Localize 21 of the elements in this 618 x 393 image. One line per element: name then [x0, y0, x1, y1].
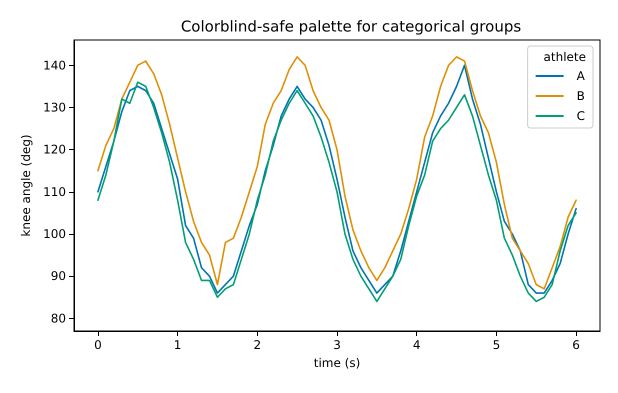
x-tick-label: 0 — [94, 338, 102, 352]
y-tick-label: 130 — [43, 100, 66, 114]
y-tick-label: 100 — [43, 227, 66, 241]
x-tick-label: 4 — [412, 338, 421, 352]
legend-title: athlete — [544, 50, 586, 64]
x-tick-label: 2 — [253, 338, 262, 352]
y-tick-label: 80 — [50, 311, 66, 326]
x-tick-label: 1 — [174, 338, 182, 352]
legend-label: A — [576, 69, 586, 83]
y-tick-label: 90 — [50, 269, 66, 284]
x-tick-label: 3 — [333, 338, 341, 352]
y-tick-label: 120 — [43, 142, 66, 157]
legend-label: C — [576, 109, 586, 123]
chart-title: Colorblind-safe palette for categorical groups — [180, 18, 522, 36]
y-tick-label: 110 — [43, 184, 66, 199]
y-tick-label: 140 — [43, 58, 66, 72]
legend-label: B — [576, 89, 585, 103]
x-tick-label: 5 — [492, 338, 500, 352]
x-tick-label: 6 — [572, 338, 580, 352]
y-axis-title: knee angle (deg) — [19, 134, 34, 237]
x-axis-title: time (s) — [314, 356, 360, 370]
